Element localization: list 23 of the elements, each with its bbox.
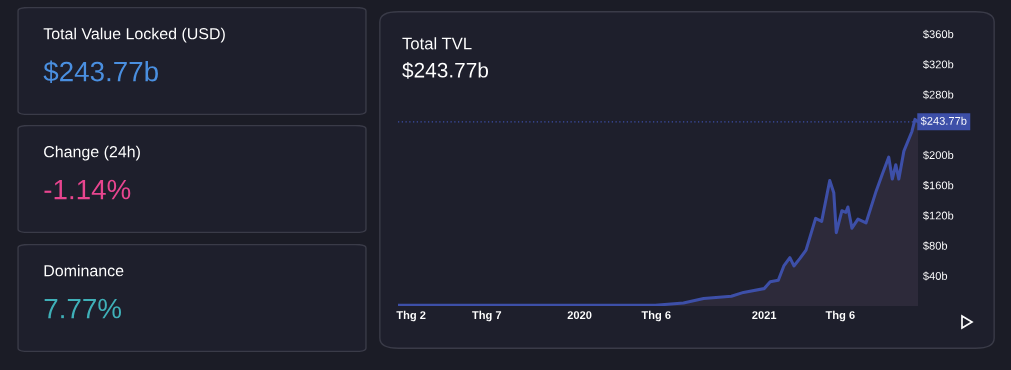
text: Total Value Locked (USD) xyxy=(43,27,225,43)
y-tick-label: $120b xyxy=(922,211,954,221)
x-tick-label: Thg 6 xyxy=(641,310,671,322)
x-tick-label: Thg 6 xyxy=(825,310,855,322)
text: Dominance xyxy=(44,264,124,277)
text: 7.77% xyxy=(44,298,122,319)
y-tick-label: $160b xyxy=(922,180,954,190)
y-tick-label: $360b xyxy=(922,29,954,39)
y-tick-label: $200b xyxy=(922,150,954,160)
text: $243.77b xyxy=(402,61,489,79)
text: -1.14% xyxy=(44,179,131,200)
y-tick-label: $320b xyxy=(922,60,954,70)
x-tick-label: 2021 xyxy=(752,311,777,320)
y-tick-label: $280b xyxy=(922,90,954,100)
x-tick-label: 2020 xyxy=(567,311,592,320)
x-tick-label: Thg 7 xyxy=(472,310,502,322)
text: $243.77b xyxy=(43,60,158,84)
x-tick-label: Thg 2 xyxy=(396,310,426,322)
y-tick-label: $40b xyxy=(922,271,948,281)
chart-title: Total TVL xyxy=(402,37,472,50)
ref-line-label: $243.77b xyxy=(920,116,967,126)
text: Change (24h) xyxy=(44,145,140,161)
y-tick-label: $80b xyxy=(922,241,948,251)
